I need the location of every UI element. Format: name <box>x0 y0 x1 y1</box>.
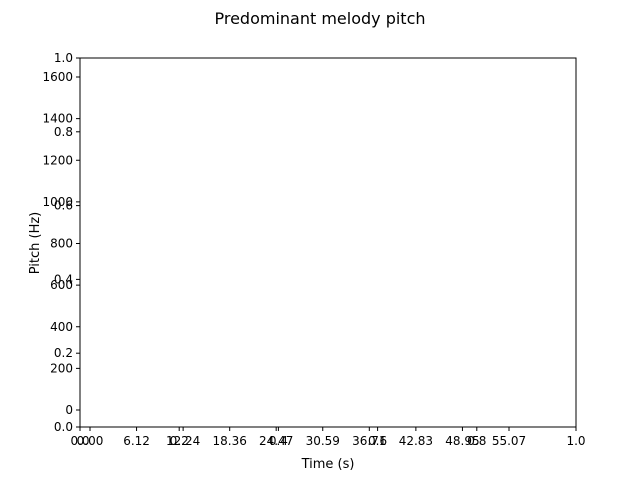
time-tick-label: 18.36 <box>213 434 247 448</box>
y-tick-label: 0.0 <box>54 420 73 434</box>
pitch-tick-label: 600 <box>50 278 73 292</box>
pitch-tick-label: 200 <box>50 361 73 375</box>
time-tick-label: 30.59 <box>306 434 340 448</box>
time-tick-label: 12.24 <box>166 434 200 448</box>
x-tick-label: 0.8 <box>467 434 486 448</box>
ticks-layer: 0.0 0.2 0.4 0.6 0.8 1.0 0.0 0.2 0.4 0.6 0.8 1.0 0.00… <box>42 51 585 448</box>
pitch-tick-label: 1200 <box>42 153 73 167</box>
y-tick-label: 0.4 <box>54 272 73 286</box>
pitch-tick-label: 0 <box>65 403 73 417</box>
time-tick-label: 24.47 <box>259 434 293 448</box>
pitch-tick-label: 1400 <box>42 112 73 126</box>
x-axis-label: Time (s) <box>301 457 355 472</box>
time-tick-label: 48.95 <box>445 434 479 448</box>
time-tick-label: 6.12 <box>123 434 150 448</box>
pitch-tick-label: 1000 <box>42 195 73 209</box>
x-tick-label: 1.0 <box>566 434 585 448</box>
pitch-tick-label: 1600 <box>42 70 73 84</box>
y-tick-label: 0.8 <box>54 125 73 139</box>
y-axis-label: Pitch (Hz) <box>28 212 43 275</box>
y-tick-label: 0.2 <box>54 346 73 360</box>
y-tick-label: 1.0 <box>54 51 73 65</box>
pitch-tick-label: 800 <box>50 237 73 251</box>
time-tick-label: 0.00 <box>77 434 104 448</box>
plot-area <box>79 57 577 428</box>
pitch-tick-label: 400 <box>50 320 73 334</box>
y-tick-label: 0.6 <box>54 199 73 213</box>
x-tick-label: 0.4 <box>269 434 288 448</box>
time-tick-label: 55.07 <box>492 434 526 448</box>
time-tick-label: 36.71 <box>352 434 386 448</box>
time-tick-label: 42.83 <box>399 434 433 448</box>
x-tick-label: 0.2 <box>170 434 189 448</box>
chart-title: Predominant melody pitch <box>214 9 425 28</box>
x-tick-label: 0.6 <box>368 434 387 448</box>
x-tick-label: 0.0 <box>70 434 89 448</box>
